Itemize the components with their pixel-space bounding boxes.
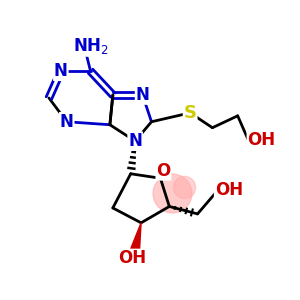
Text: S: S (184, 104, 196, 122)
Text: N: N (54, 62, 68, 80)
Text: OH: OH (118, 250, 146, 268)
Text: N: N (60, 113, 74, 131)
Text: O: O (156, 162, 170, 180)
Polygon shape (131, 223, 141, 250)
Text: OH: OH (215, 181, 243, 199)
Text: NH$_2$: NH$_2$ (73, 36, 108, 56)
Text: N: N (128, 132, 142, 150)
Text: OH: OH (248, 130, 275, 148)
Text: N: N (136, 86, 149, 104)
